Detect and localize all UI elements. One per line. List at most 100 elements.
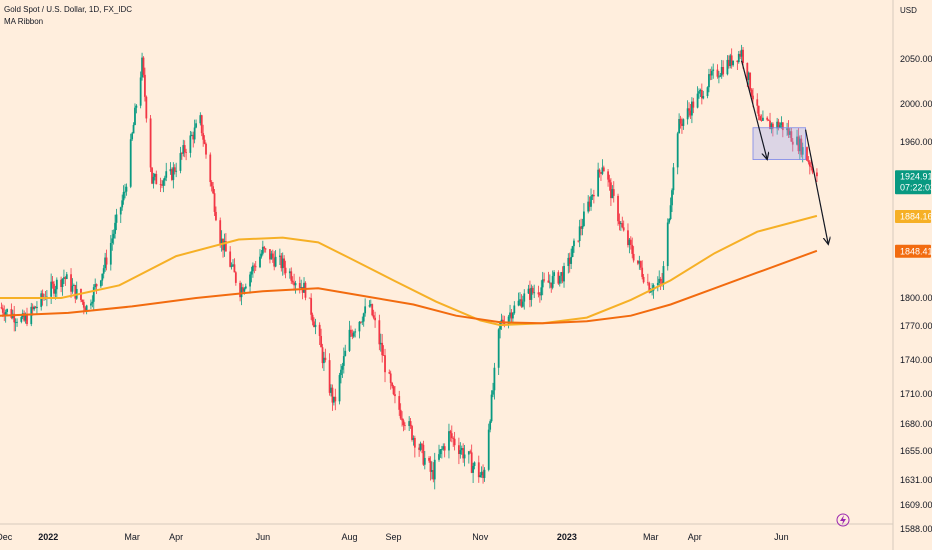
candle-body [34, 306, 37, 309]
candle-body [182, 145, 185, 154]
candle-body [332, 396, 335, 403]
candle-body [678, 119, 681, 134]
candle-body [787, 128, 790, 135]
candle-body [119, 207, 122, 215]
candle-body [580, 226, 582, 229]
candle-body [142, 57, 145, 75]
candle-body [659, 278, 662, 282]
candle-body [590, 196, 592, 207]
candle-body [548, 282, 551, 284]
candle-body [384, 355, 386, 373]
candle-body [328, 360, 331, 393]
candle-body [263, 246, 266, 249]
candle-body [361, 321, 364, 323]
candle-body [26, 315, 28, 325]
candle-body [729, 55, 732, 67]
candle-body [173, 167, 176, 172]
candle-body [313, 321, 315, 328]
candle-body [489, 421, 492, 430]
candle-body [538, 294, 541, 296]
price-tick-label: 1770.00 [900, 321, 932, 331]
candle-body [801, 147, 804, 155]
candle-body [378, 320, 381, 345]
candle-body [112, 233, 115, 239]
candle-body [547, 280, 550, 283]
candle-body [398, 396, 401, 410]
candle-body [597, 169, 600, 197]
candle-body [220, 238, 223, 244]
candle-body [153, 174, 156, 177]
candle-body [557, 272, 560, 284]
candle-body [706, 87, 709, 97]
candle-body [571, 246, 574, 257]
symbol-title[interactable]: Gold Spot / U.S. Dollar, 1D, FX_IDC [4, 5, 133, 14]
candle-body [300, 287, 303, 288]
candle-body [163, 177, 166, 181]
candle-body [94, 284, 97, 288]
time-tick-label: Sep [386, 532, 402, 542]
candle-body [421, 443, 423, 445]
candle-body [40, 293, 43, 307]
candle-body [141, 57, 143, 78]
time-axis[interactable]: Dec 2022 Mar Apr Jun Aug Sep Nov 2023 Mar Apr Jun [0, 523, 893, 542]
candle-body [278, 255, 281, 257]
candle-body [193, 127, 196, 140]
ma-slow-line [0, 249, 818, 325]
currency-label[interactable]: USD [900, 6, 917, 15]
candle-body [722, 67, 725, 75]
candle-body [712, 69, 715, 71]
candle-body [460, 448, 463, 451]
candle-body [702, 96, 705, 99]
candle-body [449, 431, 452, 434]
candle-body [507, 316, 510, 326]
candle-body [85, 305, 88, 311]
candle-body [91, 301, 94, 304]
candle-body [816, 172, 818, 177]
candle-body [742, 49, 744, 63]
candle-body [662, 266, 665, 284]
candle-body [422, 444, 425, 465]
candle-body [602, 167, 605, 172]
drawing-annotations [741, 60, 829, 245]
candle-body [183, 145, 186, 153]
candle-body [413, 437, 416, 448]
candle-body [81, 299, 84, 302]
candle-body [84, 307, 87, 311]
last-price-tag [895, 170, 931, 195]
candle-body [541, 279, 544, 288]
candle-body [362, 313, 365, 322]
candle-body [479, 475, 482, 478]
ma-fast-tag [895, 209, 931, 223]
candle-body [786, 128, 788, 131]
indicator-label[interactable]: MA Ribbon [4, 17, 44, 26]
candle-body [224, 241, 227, 252]
candle-body [124, 191, 126, 193]
candle-body [369, 304, 372, 306]
candle-body [642, 276, 645, 283]
lightning-icon[interactable] [836, 513, 850, 527]
candle-body [700, 89, 703, 99]
candle-body [492, 390, 494, 395]
candle-body [627, 230, 629, 246]
candle-body [676, 133, 679, 168]
candle-body [155, 174, 158, 185]
candle-body [433, 459, 436, 480]
time-tick-label: 2022 [38, 532, 58, 542]
ma-slow-tag-text: 1848.41 [900, 246, 932, 256]
candle-body [324, 357, 327, 361]
candle-body [388, 372, 391, 374]
candle-body [601, 167, 604, 174]
price-tick-label: 2050.00 [900, 54, 932, 64]
price-axis[interactable]: 2050.00 2000.00 1960.00 1800.00 1770.00 1740.… [892, 0, 932, 550]
last-price-tag-text: 1924.91 [900, 172, 932, 182]
candle-body [331, 387, 334, 403]
candle-body [638, 261, 641, 264]
candle-body [273, 258, 276, 267]
candle-body [631, 244, 634, 254]
candle-body [185, 152, 188, 154]
candle-body [223, 241, 226, 251]
candle-body [213, 193, 216, 212]
candle-body [179, 153, 182, 171]
